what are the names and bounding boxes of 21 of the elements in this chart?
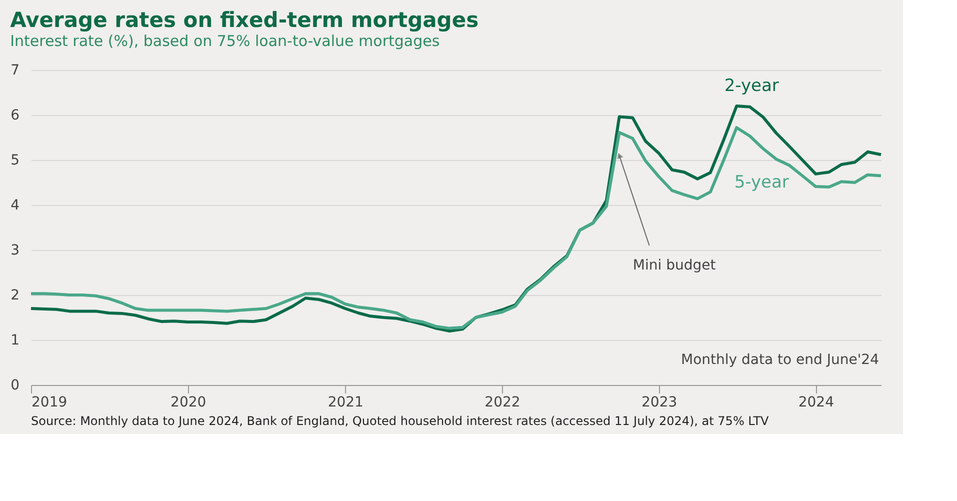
- y-tick-label: 0: [10, 378, 20, 394]
- y-tick-label: 7: [10, 62, 20, 78]
- annotation: Monthly data to end June'24: [681, 352, 880, 368]
- x-tick-label: 2019: [32, 394, 68, 410]
- annotation: Mini budget: [632, 258, 716, 274]
- y-tick-label: 1: [10, 332, 20, 348]
- x-tick-label: 2021: [328, 394, 364, 410]
- chart-title: Average rates on fixed-term mortgages: [10, 8, 479, 32]
- chart-subtitle: Interest rate (%), based on 75% loan-to-value mortgages: [10, 32, 440, 50]
- y-tick-label: 2: [10, 288, 20, 304]
- y-tick-label: 6: [10, 108, 20, 124]
- x-tick-label: 2020: [170, 394, 206, 410]
- x-tick-label: 2022: [484, 394, 520, 410]
- y-tick-label: 5: [10, 152, 20, 168]
- series-label: 2-year: [724, 76, 779, 96]
- y-tick-label: 4: [10, 198, 20, 214]
- source-note: Source: Monthly data to June 2024, Bank of England, Quoted household interest rates (accessed 11 July 2024), at 75% LTV: [31, 414, 770, 428]
- y-tick-label: 3: [10, 242, 20, 258]
- x-tick-label: 2023: [642, 394, 678, 410]
- series-label: 5-year: [734, 172, 789, 193]
- x-tick-label: 2024: [798, 394, 834, 410]
